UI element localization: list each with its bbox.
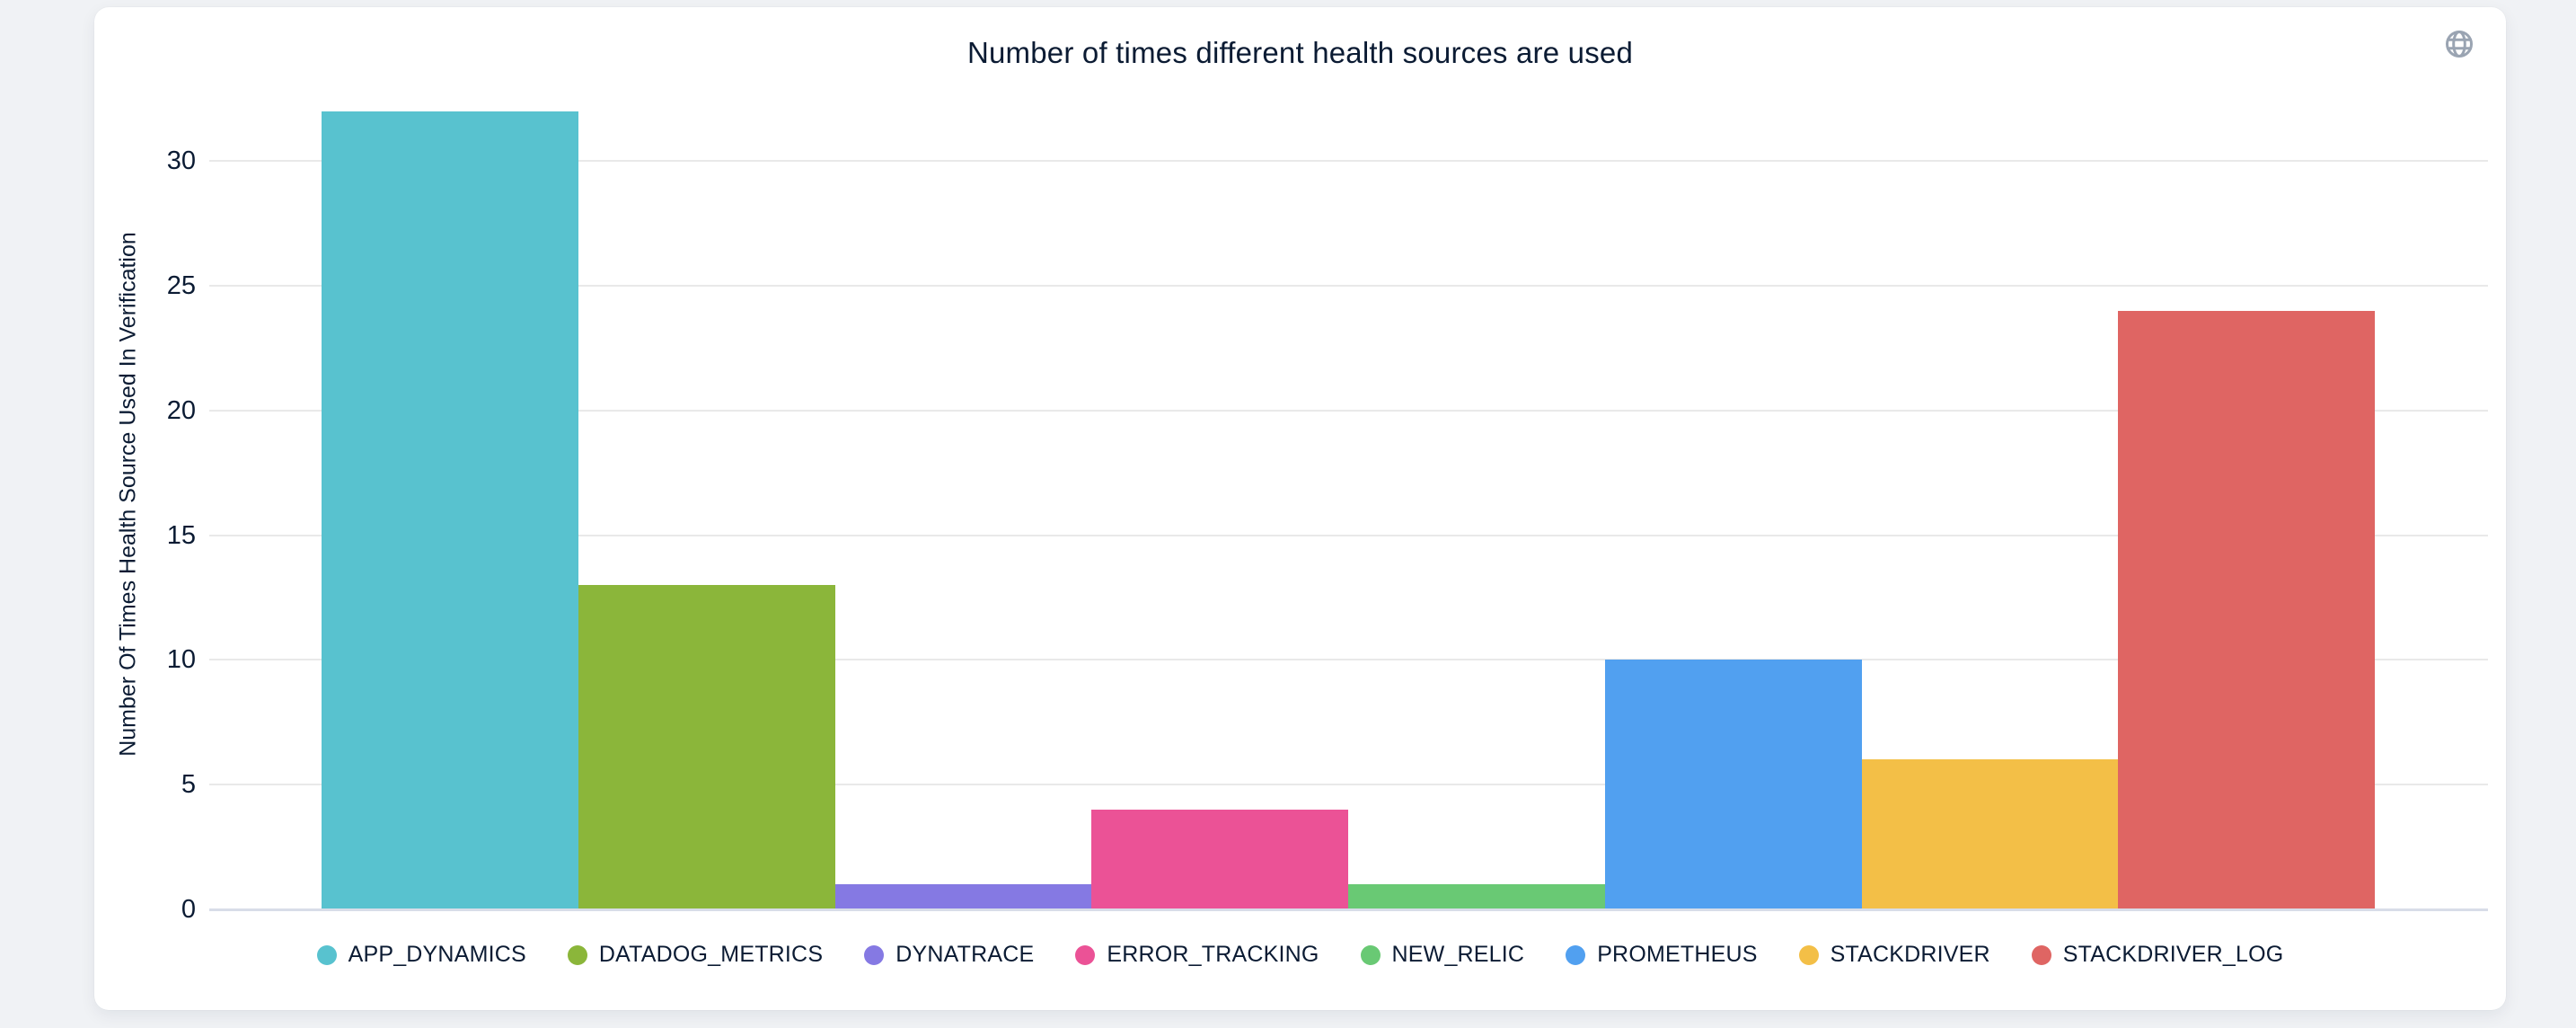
y-axis-title: Number Of Times Health Source Used In Ve… [115, 232, 141, 757]
bar-app_dynamics[interactable] [322, 111, 578, 909]
y-tick-label-20: 20 [166, 395, 196, 425]
legend-label: APP_DYNAMICS [348, 942, 526, 967]
legend-dot-stackdriver [1798, 944, 1819, 965]
legend-dot-stackdriver_log [2031, 944, 2051, 965]
legend-dot-dynatrace [864, 944, 885, 965]
globe-button[interactable] [2441, 27, 2477, 63]
y-tick-label-10: 10 [166, 645, 196, 675]
plot-area [209, 79, 2488, 911]
bar-datadog_metrics[interactable] [578, 585, 835, 909]
bar-stackdriver_log[interactable] [2118, 311, 2375, 909]
globe-icon [2446, 30, 2473, 58]
legend-label: PROMETHEUS [1597, 942, 1758, 967]
legend-label: ERROR_TRACKING [1107, 942, 1319, 967]
bar-error_tracking[interactable] [1091, 810, 1348, 909]
legend-item-error_tracking[interactable]: ERROR_TRACKING [1075, 942, 1319, 968]
gridline-y-15 [209, 534, 2488, 536]
chart-legend: APP_DYNAMICS DATADOG_METRICS DYNATRACE ERRO… [94, 942, 2506, 968]
legend-label: STACKDRIVER_LOG [2062, 942, 2284, 967]
chart-title: Number of times different health sources… [966, 36, 1634, 69]
legend-dot-new_relic [1360, 944, 1381, 965]
legend-dot-prometheus [1566, 944, 1586, 965]
legend-label: STACKDRIVER [1830, 942, 1990, 967]
y-tick-label-5: 5 [181, 770, 196, 800]
legend-item-stackdriver[interactable]: STACKDRIVER [1798, 942, 1990, 968]
legend-dot-error_tracking [1075, 944, 1096, 965]
bar-new_relic[interactable] [1348, 884, 1605, 909]
legend-item-datadog_metrics[interactable]: DATADOG_METRICS [567, 942, 824, 968]
legend-label: DYNATRACE [895, 942, 1035, 967]
legend-item-new_relic[interactable]: NEW_RELIC [1360, 942, 1525, 968]
legend-item-dynatrace[interactable]: DYNATRACE [864, 942, 1034, 968]
chart-card: Number of times different health sources… [94, 7, 2506, 1010]
bar-prometheus[interactable] [1605, 660, 1862, 909]
y-tick-label-15: 15 [166, 520, 196, 550]
gridline-y-25 [209, 285, 2488, 287]
gridline-y-5 [209, 784, 2488, 786]
y-tick-label-25: 25 [166, 271, 196, 300]
legend-item-prometheus[interactable]: PROMETHEUS [1566, 942, 1757, 968]
bar-dynatrace[interactable] [835, 884, 1091, 909]
gridline-y-20 [209, 409, 2488, 412]
legend-dot-app_dynamics [316, 944, 337, 965]
bar-stackdriver[interactable] [1862, 759, 2118, 909]
gridline-y-30 [209, 160, 2488, 163]
legend-item-app_dynamics[interactable]: APP_DYNAMICS [316, 942, 526, 968]
y-tick-label-0: 0 [181, 895, 196, 924]
y-tick-label-30: 30 [166, 146, 196, 176]
legend-label: DATADOG_METRICS [598, 942, 824, 967]
x-axis-line [209, 908, 2488, 911]
gridline-y-10 [209, 659, 2488, 661]
legend-label: NEW_RELIC [1391, 942, 1525, 967]
legend-dot-datadog_metrics [567, 944, 587, 965]
legend-item-stackdriver_log[interactable]: STACKDRIVER_LOG [2031, 942, 2284, 968]
